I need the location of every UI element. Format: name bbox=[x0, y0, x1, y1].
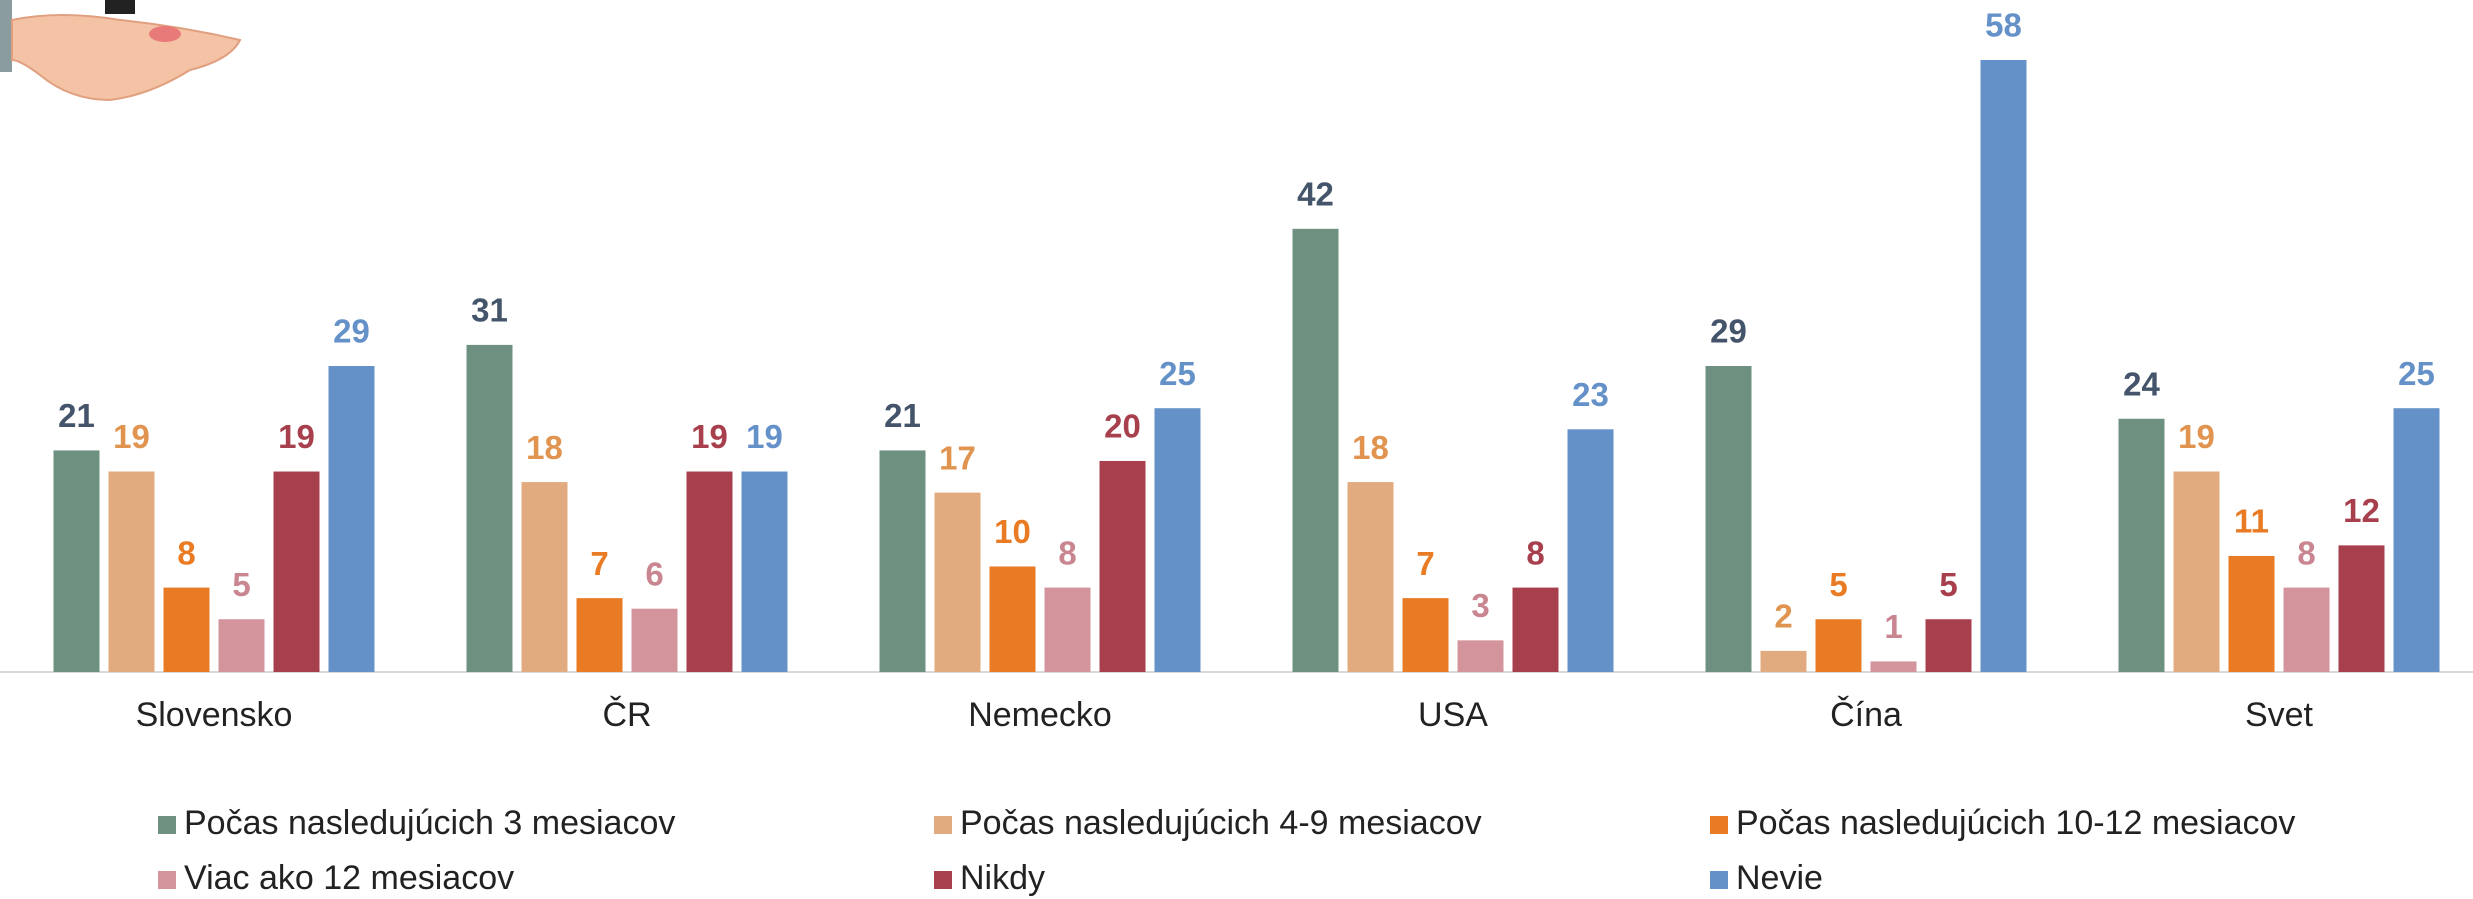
value-label: 7 bbox=[1416, 545, 1434, 582]
value-label: 21 bbox=[884, 397, 921, 434]
bar bbox=[1457, 640, 1504, 672]
bar bbox=[466, 344, 513, 672]
x-tick-label: Čína bbox=[1830, 696, 1902, 734]
value-label: 25 bbox=[2398, 355, 2435, 392]
bar bbox=[741, 471, 788, 672]
value-label: 19 bbox=[691, 418, 728, 455]
legend-label: Počas nasledujúcich 3 mesiacov bbox=[184, 804, 675, 842]
bar bbox=[53, 450, 100, 672]
bar bbox=[2338, 545, 2385, 672]
value-label: 20 bbox=[1104, 408, 1141, 445]
value-label: 24 bbox=[2123, 365, 2160, 402]
value-label: 7 bbox=[590, 545, 608, 582]
value-label: 1 bbox=[1884, 608, 1902, 645]
value-label: 18 bbox=[1352, 429, 1389, 466]
legend-swatch bbox=[1710, 871, 1728, 889]
value-label: 6 bbox=[645, 555, 663, 592]
value-label: 11 bbox=[2234, 503, 2269, 540]
bar bbox=[163, 587, 210, 672]
bar bbox=[1154, 408, 1201, 672]
value-label: 31 bbox=[471, 292, 508, 329]
bar bbox=[218, 619, 265, 672]
bar bbox=[1292, 228, 1339, 673]
legend-swatch bbox=[158, 871, 176, 889]
bar bbox=[2228, 555, 2275, 672]
bar bbox=[1347, 482, 1394, 672]
legend-label: Počas nasledujúcich 4-9 mesiacov bbox=[960, 804, 1482, 842]
value-label: 18 bbox=[526, 429, 563, 466]
bar bbox=[1815, 619, 1862, 672]
bar bbox=[934, 492, 981, 672]
bar bbox=[1402, 598, 1449, 672]
legend-label: Nikdy bbox=[960, 859, 1045, 897]
legend-label: Viac ako 12 mesiacov bbox=[184, 859, 514, 897]
value-label: 12 bbox=[2343, 492, 2380, 529]
value-label: 5 bbox=[1939, 566, 1957, 603]
bar bbox=[108, 471, 155, 672]
value-label: 3 bbox=[1471, 587, 1489, 624]
bar bbox=[576, 598, 623, 672]
hand-icon bbox=[0, 0, 242, 102]
value-label: 23 bbox=[1572, 376, 1609, 413]
legend-label: Nevie bbox=[1736, 859, 1823, 897]
bar bbox=[989, 566, 1036, 672]
value-label: 8 bbox=[1526, 534, 1544, 571]
value-label: 5 bbox=[1829, 566, 1847, 603]
value-label: 17 bbox=[939, 439, 976, 476]
bar bbox=[1044, 587, 1091, 672]
legend-label: Počas nasledujúcich 10-12 mesiacov bbox=[1736, 804, 2295, 842]
bar bbox=[631, 608, 678, 672]
bar bbox=[1099, 460, 1146, 672]
value-label: 19 bbox=[746, 418, 783, 455]
value-label: 58 bbox=[1985, 7, 2022, 44]
bar bbox=[328, 366, 375, 672]
value-label: 19 bbox=[2178, 418, 2215, 455]
value-label: 8 bbox=[1058, 534, 1076, 571]
x-tick-label: Svet bbox=[2245, 696, 2314, 734]
value-label: 25 bbox=[1159, 355, 1196, 392]
bar bbox=[1980, 60, 2027, 672]
value-label: 21 bbox=[58, 397, 95, 434]
value-label: 8 bbox=[2297, 534, 2315, 571]
bar bbox=[1870, 661, 1917, 672]
bar bbox=[879, 450, 926, 672]
value-label: 8 bbox=[177, 534, 195, 571]
bar bbox=[1925, 619, 1972, 672]
legend-swatch bbox=[1710, 816, 1728, 834]
bar bbox=[2283, 587, 2330, 672]
bar bbox=[1512, 587, 1559, 672]
bar bbox=[2173, 471, 2220, 672]
x-tick-label: USA bbox=[1418, 696, 1488, 734]
bar bbox=[273, 471, 320, 672]
legend-swatch bbox=[158, 816, 176, 834]
bar bbox=[521, 482, 568, 672]
bar bbox=[1705, 366, 1752, 672]
bar bbox=[686, 471, 733, 672]
bar bbox=[1760, 650, 1807, 672]
value-label: 5 bbox=[232, 566, 250, 603]
bar bbox=[2393, 408, 2440, 672]
bar bbox=[1567, 429, 1614, 672]
value-label: 19 bbox=[113, 418, 150, 455]
x-tick-label: ČR bbox=[602, 696, 651, 734]
bar bbox=[2118, 418, 2165, 672]
value-label: 10 bbox=[994, 513, 1031, 550]
legend-swatch bbox=[934, 816, 952, 834]
value-label: 2 bbox=[1774, 598, 1792, 635]
x-tick-label: Slovensko bbox=[136, 696, 293, 734]
legend-swatch bbox=[934, 871, 952, 889]
x-tick-label: Nemecko bbox=[968, 696, 1112, 734]
value-label: 19 bbox=[278, 418, 315, 455]
value-label: 42 bbox=[1297, 176, 1334, 213]
value-label: 29 bbox=[333, 313, 370, 350]
value-label: 29 bbox=[1710, 313, 1747, 350]
